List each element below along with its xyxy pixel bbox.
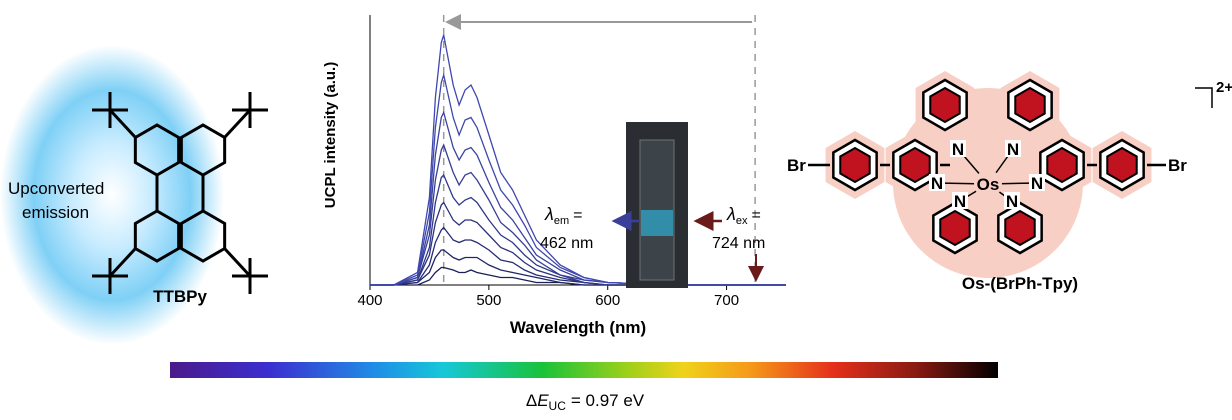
ring	[179, 209, 227, 263]
annotation: λex =	[726, 204, 761, 227]
annotation-value: 724 nm	[712, 235, 765, 252]
halogen-label: Br	[1168, 156, 1187, 175]
ttbpy-structure	[92, 92, 268, 294]
atom-bg	[1029, 174, 1045, 191]
chart: 400 500 600 700	[357, 15, 786, 309]
molecule-label: TTBPy	[153, 287, 207, 306]
bond	[223, 247, 252, 278]
ring	[133, 209, 181, 263]
metal-bg	[974, 170, 1002, 198]
halogen-label: Br	[787, 156, 806, 175]
delta: Δ	[526, 391, 537, 410]
ring-fill	[839, 146, 871, 184]
symbol: E	[537, 391, 549, 410]
spectrum-line	[370, 110, 786, 286]
ring-fill	[939, 209, 971, 247]
equals: =	[751, 207, 760, 224]
bond	[223, 108, 252, 139]
caption-line: Upconverted	[8, 179, 104, 198]
metal-label: Os	[977, 175, 1000, 194]
y-axis-label: UCPL intensity (a.u.)	[322, 62, 339, 208]
symbol: λ	[726, 204, 736, 224]
subscript: UC	[549, 399, 567, 413]
ring-fill	[899, 146, 931, 184]
ring-fill	[929, 86, 961, 124]
atom-bg	[1004, 192, 1020, 209]
bond	[108, 247, 137, 278]
atom-bg	[952, 192, 968, 209]
atom-bg	[929, 174, 945, 191]
value: = 0.97 eV	[571, 391, 645, 410]
spectrum-bar	[170, 362, 998, 378]
caption-line: emission	[22, 203, 89, 222]
bond	[108, 108, 137, 139]
nitrogen-label: N	[1006, 192, 1018, 211]
x-axis-label: Wavelength (nm)	[510, 318, 646, 337]
glow	[0, 45, 224, 345]
spectrum-line	[370, 34, 786, 286]
symbol: λ	[544, 204, 554, 224]
complex-label: Os-(BrPh-Tpy)	[962, 274, 1078, 293]
charge: 2+	[1216, 79, 1232, 96]
energy-gap: ΔEUC = 0.97 eV	[526, 391, 645, 413]
cuvette-glow	[641, 210, 673, 236]
x-tick-label: 700	[714, 292, 739, 309]
subscript: ex	[736, 215, 748, 227]
nitrogen-label: N	[954, 192, 966, 211]
x-tick-label: 600	[595, 292, 620, 309]
nitrogen-label: N	[931, 174, 943, 193]
nitrogen-label: N	[1031, 174, 1043, 193]
ring-fill	[1046, 146, 1078, 184]
x-tick-label: 400	[357, 292, 382, 309]
spectrum-line	[370, 173, 786, 286]
nitrogen-label: N	[952, 140, 964, 159]
ring-fill	[1004, 209, 1036, 247]
annotation-value: 462 nm	[540, 235, 593, 252]
equals: =	[573, 207, 582, 224]
x-tick-label: 500	[476, 292, 501, 309]
nitrogen-label: N	[1007, 140, 1019, 159]
ring-fill	[1106, 146, 1138, 184]
atom-bg	[950, 140, 966, 157]
bracket	[1195, 87, 1213, 108]
spectrum-line	[370, 249, 786, 286]
atom-bg	[1005, 140, 1021, 157]
annotation: λem =	[544, 204, 582, 227]
ring-fill	[1014, 86, 1046, 124]
subscript: em	[554, 215, 569, 227]
